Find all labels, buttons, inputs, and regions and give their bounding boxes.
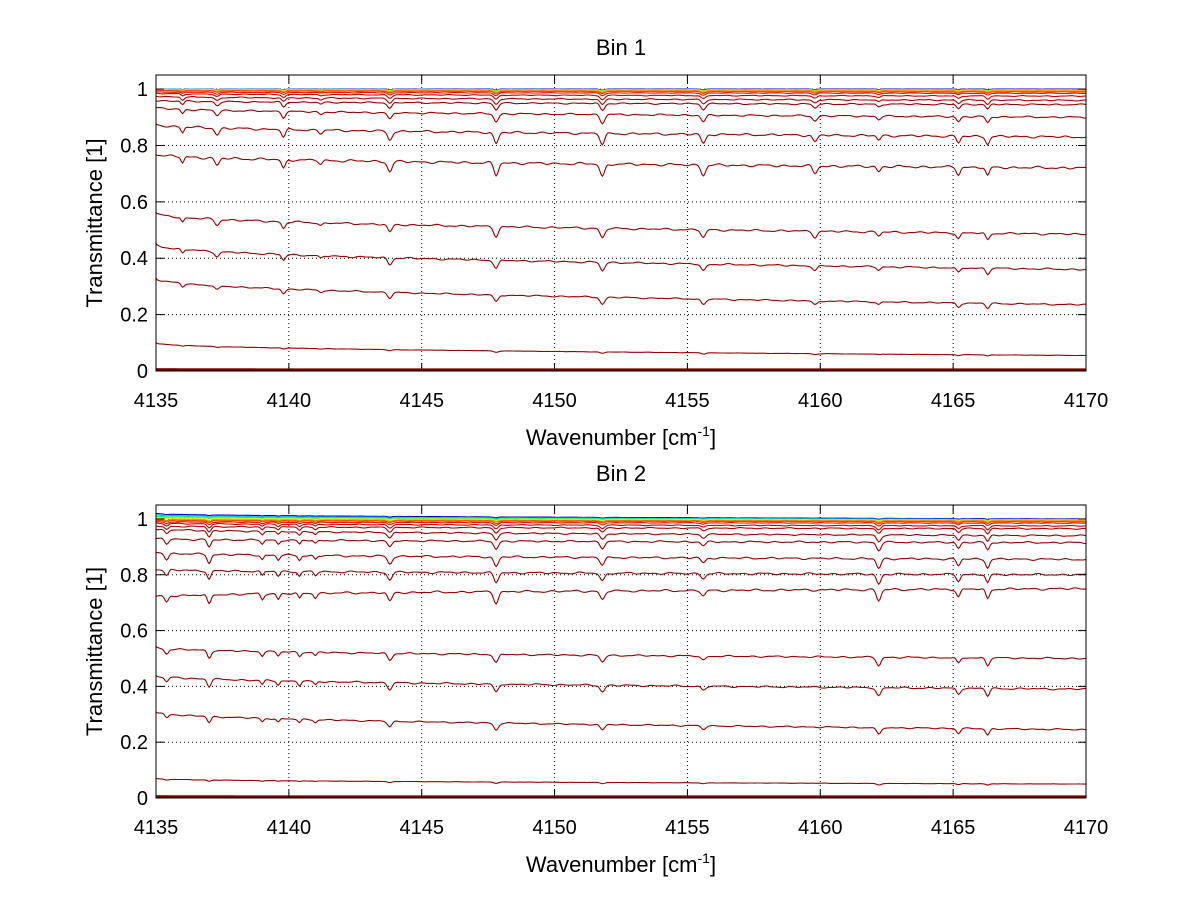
x-tick-label: 4155	[665, 390, 710, 412]
bin-1-title: Bin 1	[596, 35, 646, 60]
x-tick-label: 4155	[665, 817, 710, 839]
series-line-c15	[155, 212, 1086, 241]
x-tick-label: 4165	[931, 817, 976, 839]
series-line-c10	[155, 525, 1087, 535]
y-tick-label: 0.8	[120, 565, 148, 587]
series-line-c17	[155, 277, 1087, 310]
series-line-c12	[155, 106, 1087, 125]
y-tick-label: 0.2	[120, 305, 148, 327]
series-line-c1	[155, 512, 1086, 520]
x-tick-label: 4145	[399, 817, 444, 839]
y-tick-label: 0.2	[120, 732, 148, 754]
x-tick-label: 4145	[399, 390, 444, 412]
x-tick-label: 4170	[1064, 817, 1109, 839]
series-line-c6	[155, 89, 1086, 94]
bin-2-title: Bin 2	[596, 461, 646, 486]
bin-1-axes-frame	[155, 74, 1087, 372]
series-line-c14	[155, 154, 1087, 178]
series-line-c18	[155, 342, 1086, 357]
bin-2-x-axis-label-main: Wavenumber [cm	[526, 852, 698, 877]
series-line-c7	[156, 89, 1087, 95]
x-tick-label: 4160	[798, 817, 843, 839]
series-line-c9	[155, 522, 1087, 531]
series-line-c10	[155, 95, 1087, 106]
bin-1-panel: Bin 1 4135 4140 4145 4150 4155 4160 4165 4170 0…	[82, 35, 1108, 450]
y-tick-label: 0.8	[120, 135, 148, 157]
y-tick-label: 1	[137, 79, 148, 101]
series-line-c16	[155, 646, 1087, 667]
bin-1-x-ticks: 4135 4140 4145 4150 4155 4160 4165 4170	[134, 75, 1109, 412]
series-line-c15	[155, 587, 1086, 605]
bin-1-x-axis-label-sup: -1	[698, 423, 711, 439]
x-tick-label: 4170	[1064, 390, 1109, 412]
series-line-c11	[155, 528, 1087, 543]
bin-2-axes-frame	[155, 504, 1087, 799]
x-tick-label: 4135	[134, 817, 179, 839]
series-line-c6	[155, 518, 1087, 523]
bin-2-x-ticks: 4135 4140 4145 4150 4155 4160 4165 4170	[134, 505, 1109, 839]
series-line-c18	[155, 711, 1087, 736]
series-line-c13	[155, 123, 1087, 146]
series-line-c12	[156, 537, 1087, 552]
series-line-c8	[156, 91, 1087, 97]
x-tick-label: 4150	[532, 817, 577, 839]
bin-1-series	[155, 88, 1087, 372]
series-line-c17	[155, 674, 1087, 698]
series-line-c19	[155, 777, 1086, 786]
series-line-c8	[155, 521, 1087, 527]
bin-1-y-axis-label: Transmittance [1]	[82, 138, 107, 307]
bin-2-y-ticks: 0 0.2 0.4 0.6 0.8 1	[120, 509, 1086, 810]
bin-1-x-axis-label: Wavenumber [cm-1]	[526, 423, 716, 450]
series-line-c13	[155, 551, 1087, 570]
bin-2-y-axis-label: Transmittance [1]	[82, 567, 107, 736]
x-tick-label: 4140	[267, 817, 312, 839]
x-tick-label: 4160	[798, 390, 843, 412]
bin-2-series	[155, 512, 1087, 799]
x-tick-label: 4140	[267, 390, 312, 412]
y-tick-label: 0.4	[120, 248, 148, 270]
y-tick-label: 0	[137, 788, 148, 810]
bin-2-x-axis-label: Wavenumber [cm-1]	[526, 850, 716, 877]
series-line-c14	[155, 568, 1087, 585]
bin-1-x-axis-label-close: ]	[710, 425, 716, 450]
series-line-c11	[155, 99, 1087, 112]
bin-2-panel: Bin 2 4135 4140 4145 4150 4155 4160 4165 4170 0…	[82, 461, 1108, 877]
bin-1-x-axis-label-main: Wavenumber [cm	[526, 425, 698, 450]
series-line-c7	[156, 519, 1086, 525]
bin-1-y-ticks: 0 0.2 0.4 0.6 0.8 1	[120, 79, 1086, 383]
x-tick-label: 4165	[931, 390, 976, 412]
bin-2-x-axis-label-sup: -1	[698, 850, 711, 866]
series-line-c9	[155, 92, 1087, 101]
y-tick-label: 1	[137, 509, 148, 531]
series-line-c16	[155, 243, 1087, 276]
y-tick-label: 0.6	[120, 621, 148, 643]
y-tick-label: 0.6	[120, 192, 148, 214]
x-tick-label: 4135	[134, 390, 179, 412]
bin-2-x-axis-label-close: ]	[710, 852, 716, 877]
x-tick-label: 4150	[532, 390, 577, 412]
y-tick-label: 0	[137, 361, 148, 383]
y-tick-label: 0.4	[120, 676, 148, 698]
